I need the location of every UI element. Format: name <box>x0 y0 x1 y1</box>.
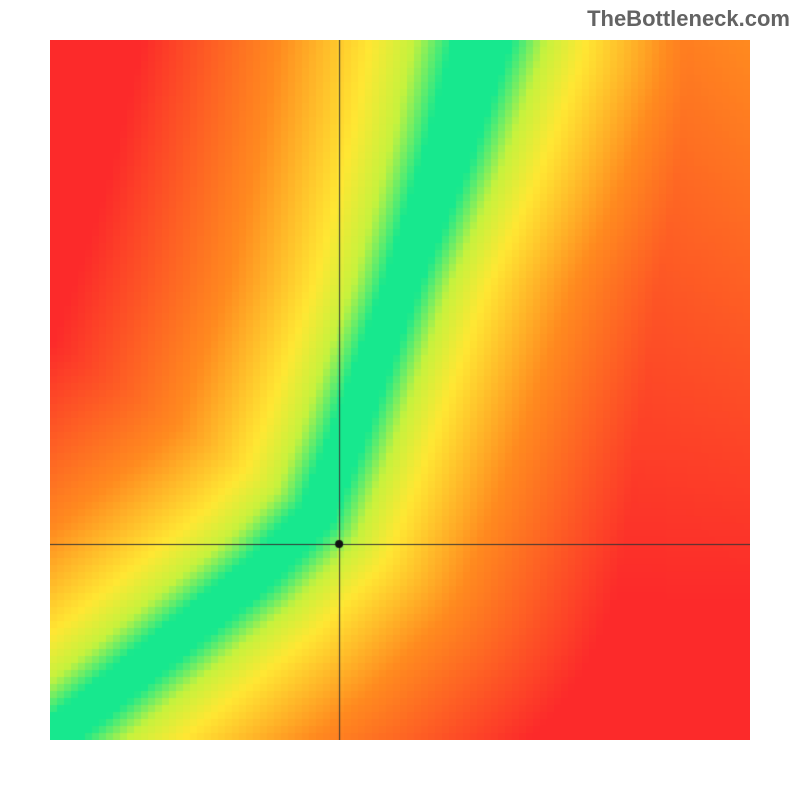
chart-container: TheBottleneck.com <box>0 0 800 800</box>
plot-area <box>50 40 750 740</box>
watermark-text: TheBottleneck.com <box>587 6 790 32</box>
heatmap-canvas <box>50 40 750 740</box>
